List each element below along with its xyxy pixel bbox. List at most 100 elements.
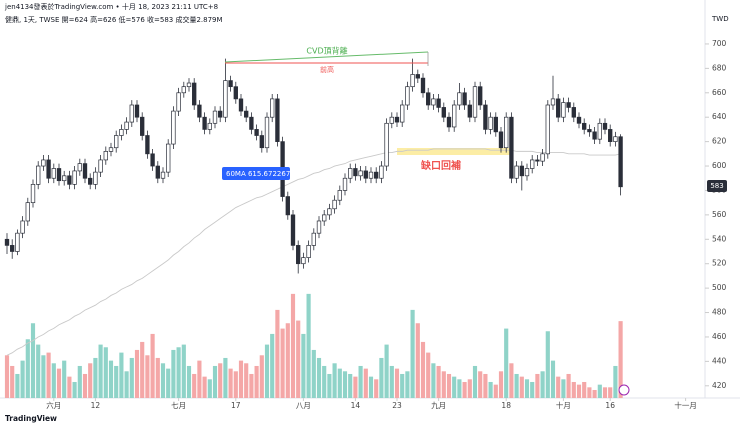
volume-bar <box>472 365 478 398</box>
volume-bar <box>233 371 238 398</box>
candle-body <box>233 86 238 100</box>
candle-body <box>134 104 140 118</box>
x-tick-label: 九月 <box>431 401 446 410</box>
candle-body <box>405 86 410 106</box>
candle-body <box>186 82 192 88</box>
candle-body <box>441 107 446 118</box>
volume-bar <box>561 379 566 398</box>
ma-layer <box>6 148 621 356</box>
candle-body <box>20 220 25 234</box>
volume-bar <box>504 328 509 398</box>
volume-bar <box>306 293 311 398</box>
volume-bar <box>592 389 597 398</box>
candle-body <box>613 136 618 142</box>
volume-bar <box>108 360 114 398</box>
x-tick-label: 十月 <box>556 400 571 410</box>
volume-bar <box>582 381 587 398</box>
candle-body <box>566 102 571 108</box>
candle-body <box>88 177 93 185</box>
volume-bar <box>524 379 530 398</box>
candle-body <box>46 159 51 179</box>
volume-bar <box>613 365 618 398</box>
candle-body <box>238 98 244 112</box>
candle-body <box>30 183 36 204</box>
candle-body <box>353 168 358 177</box>
candle-body <box>176 92 181 112</box>
volume-bar <box>296 320 301 398</box>
volume-bar <box>249 373 254 398</box>
volume-bar <box>4 355 10 398</box>
volume-bar <box>389 365 394 398</box>
volume-bar <box>20 360 25 398</box>
header-author: jen4134發表於TradingView.com • 十月 18, 2023 … <box>4 2 218 11</box>
volume-bar <box>134 349 140 398</box>
volume-bar <box>150 333 155 398</box>
volume-bar <box>483 373 488 398</box>
axes: 4204404604805005205405605806006206406606… <box>46 39 726 410</box>
volume-bar <box>56 368 62 398</box>
volume-bar <box>322 365 327 398</box>
candle-body <box>51 168 56 179</box>
candle-body <box>155 165 160 179</box>
candle-body <box>337 190 342 201</box>
volume-bar <box>176 347 181 398</box>
volume-bar <box>410 309 415 398</box>
candle-body <box>561 102 566 118</box>
candle-body <box>493 116 498 133</box>
candle-body <box>119 129 124 136</box>
volume-bar <box>77 365 82 398</box>
candle-body <box>36 165 41 185</box>
candle-body <box>436 98 441 108</box>
volume-bar <box>166 368 171 398</box>
volume-bar <box>140 341 145 398</box>
candle-body <box>530 159 535 169</box>
volume-bar <box>218 363 223 398</box>
volume-bar <box>571 381 576 398</box>
volume-layer <box>4 293 623 398</box>
candle-body <box>384 122 389 167</box>
candle-body <box>394 116 400 123</box>
candle-body <box>457 92 462 106</box>
volume-bar <box>93 357 98 398</box>
candle-body <box>166 143 171 173</box>
candle-body <box>571 107 576 118</box>
volume-bar <box>587 387 592 398</box>
candle-body <box>82 163 88 179</box>
candle-body <box>608 129 613 142</box>
candle-body <box>98 159 103 173</box>
volume-bar <box>400 373 405 398</box>
candle-body <box>103 151 108 161</box>
candle-body <box>509 116 514 179</box>
volume-bar <box>114 365 119 398</box>
volume-bar <box>223 357 228 398</box>
volume-bar <box>155 357 160 398</box>
volume-bar <box>358 365 363 398</box>
candle-body <box>249 116 254 130</box>
candle-body <box>524 168 530 177</box>
volume-bar <box>280 328 285 398</box>
y-tick-label: 540 <box>712 234 727 243</box>
candle-body <box>332 199 337 210</box>
candle-body <box>124 121 129 130</box>
gap-highlight <box>397 148 512 155</box>
volume-bar <box>238 360 244 398</box>
candle-body <box>160 171 166 179</box>
x-tick-label: 七月 <box>171 401 186 410</box>
volume-bar <box>202 376 207 398</box>
candle-body <box>488 116 493 130</box>
volume-bar <box>519 376 524 398</box>
candle-body <box>478 86 483 106</box>
candle-body <box>452 104 457 128</box>
y-tick-label: 500 <box>712 283 727 292</box>
candle-body <box>556 98 561 118</box>
candle-body <box>597 122 602 140</box>
x-tick-label: 16 <box>605 401 615 410</box>
candle-body <box>228 80 233 88</box>
candle-body <box>322 214 327 222</box>
candle-body <box>259 135 264 149</box>
candle-body <box>389 116 394 124</box>
volume-bar <box>576 384 582 398</box>
volume-bar <box>171 349 176 398</box>
volume-bar <box>30 323 36 398</box>
